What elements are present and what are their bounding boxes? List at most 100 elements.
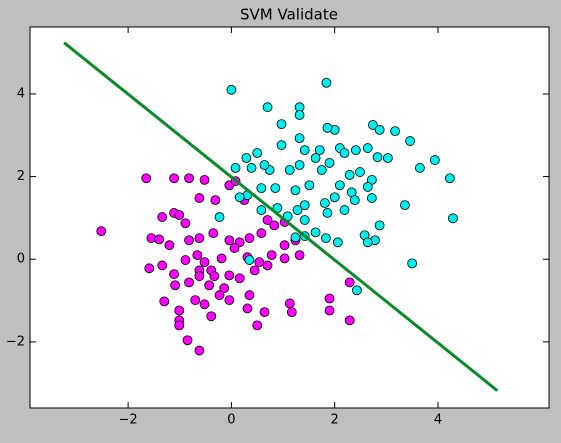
point (214, 212, 225, 222)
point (374, 124, 385, 135)
point (224, 235, 235, 246)
point (374, 220, 385, 231)
point (266, 250, 277, 261)
point (400, 200, 410, 211)
point (159, 296, 170, 307)
point (244, 255, 255, 265)
point (262, 102, 273, 113)
chart-title: SVM Validate (240, 6, 338, 24)
point (244, 233, 255, 244)
point (351, 285, 362, 296)
point (332, 237, 343, 248)
point (344, 277, 355, 288)
point (324, 305, 335, 316)
point (322, 208, 333, 218)
point (164, 240, 175, 251)
x-tick-label: −2 (119, 413, 138, 428)
point (230, 163, 241, 173)
point (249, 265, 260, 276)
point (259, 307, 270, 318)
point (174, 210, 185, 220)
point (349, 195, 360, 206)
point (184, 235, 194, 246)
point (169, 269, 179, 280)
point (96, 226, 107, 237)
decision-line (63, 41, 499, 392)
point (324, 293, 335, 304)
point (310, 153, 321, 163)
point (199, 174, 210, 185)
point (284, 165, 295, 175)
point (321, 233, 331, 244)
x-tick-label: 0 (227, 413, 235, 428)
point (157, 260, 168, 271)
point (286, 307, 297, 318)
point (366, 193, 377, 203)
point (444, 173, 455, 184)
point (256, 205, 267, 215)
point (224, 270, 235, 281)
point (279, 240, 290, 251)
point (256, 228, 267, 239)
point (270, 183, 281, 194)
y-tick-label: 4 (17, 86, 25, 101)
point (244, 290, 255, 301)
point (405, 136, 415, 146)
point (256, 183, 267, 194)
point (334, 180, 345, 191)
point (141, 173, 152, 184)
point (180, 218, 191, 229)
point (382, 153, 393, 163)
point (322, 122, 333, 133)
point (174, 320, 185, 331)
point (355, 167, 365, 177)
point (299, 215, 310, 225)
point (294, 250, 305, 261)
point (184, 277, 194, 288)
point (290, 185, 301, 196)
point (194, 345, 205, 356)
point (210, 195, 221, 206)
point (262, 215, 273, 225)
point (194, 193, 205, 203)
point (241, 153, 252, 163)
point (292, 205, 303, 215)
point (339, 148, 350, 158)
point (246, 163, 257, 173)
point (269, 220, 280, 231)
point (259, 160, 270, 170)
point (344, 315, 355, 326)
point (182, 335, 193, 346)
point (214, 290, 225, 301)
point (157, 212, 168, 222)
point (252, 320, 263, 331)
point (414, 163, 425, 173)
point (304, 180, 315, 191)
point (279, 253, 290, 264)
point (372, 152, 383, 163)
point (170, 280, 181, 291)
point (199, 299, 210, 310)
y-tick-label: 0 (17, 252, 25, 267)
point (407, 258, 418, 269)
point (229, 243, 240, 253)
x-tick-label: 4 (434, 413, 442, 428)
point (290, 232, 301, 243)
point (429, 155, 440, 165)
point (234, 192, 245, 203)
point (209, 271, 220, 282)
x-tick-label: 2 (331, 413, 339, 428)
point (316, 165, 327, 175)
point (216, 253, 227, 264)
point (262, 260, 273, 271)
point (192, 250, 203, 261)
point (219, 283, 230, 294)
point (169, 173, 179, 184)
point (329, 192, 340, 203)
point (199, 257, 210, 268)
point (314, 145, 325, 156)
y-tick-label: 2 (17, 169, 25, 184)
y-tick-label: −2 (6, 334, 25, 349)
